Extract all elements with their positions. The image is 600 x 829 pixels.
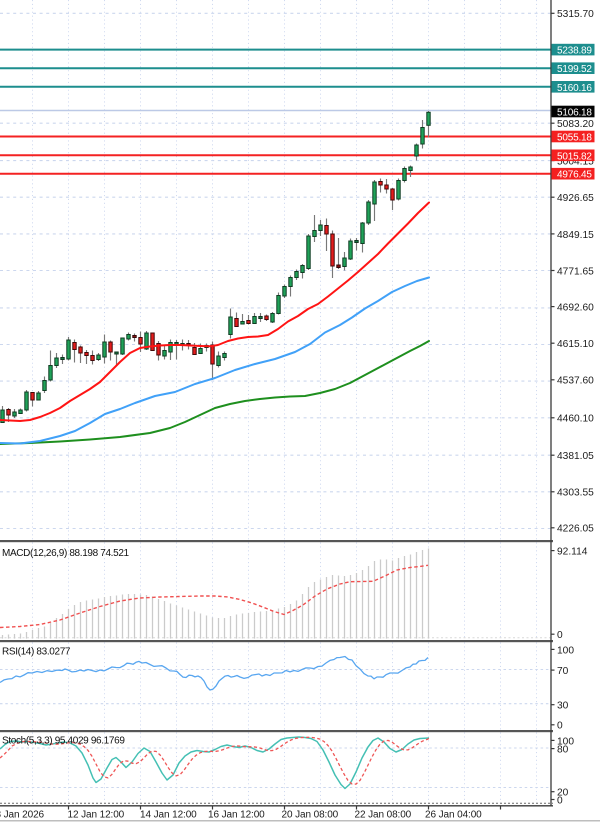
svg-text:4537.60: 4537.60 — [557, 376, 594, 387]
svg-text:4615.10: 4615.10 — [557, 339, 594, 350]
svg-text:5106.18: 5106.18 — [557, 108, 592, 119]
svg-text:20 Jan 08:00: 20 Jan 08:00 — [282, 810, 339, 821]
svg-text:4849.15: 4849.15 — [557, 230, 594, 241]
svg-text:22 Jan 08:00: 22 Jan 08:00 — [355, 810, 412, 821]
svg-text:4926.65: 4926.65 — [557, 193, 594, 204]
svg-text:4381.05: 4381.05 — [557, 451, 594, 462]
svg-text:92.114: 92.114 — [557, 547, 588, 558]
svg-text:5315.70: 5315.70 — [557, 9, 594, 20]
svg-text:0: 0 — [557, 721, 563, 732]
svg-text:MACD(12,26,9) 88.198 74.521: MACD(12,26,9) 88.198 74.521 — [2, 548, 130, 559]
svg-text:Stoch(5,3,3) 95.4029 96.1769: Stoch(5,3,3) 95.4029 96.1769 — [2, 736, 125, 747]
svg-text:0: 0 — [557, 630, 563, 641]
svg-text:5199.52: 5199.52 — [557, 64, 592, 75]
svg-text:0: 0 — [557, 795, 563, 806]
svg-text:8 Jan 2026: 8 Jan 2026 — [0, 810, 45, 821]
svg-text:5238.89: 5238.89 — [557, 46, 592, 57]
svg-text:RSI(14) 83.0277: RSI(14) 83.0277 — [2, 647, 71, 658]
svg-text:14 Jan 12:00: 14 Jan 12:00 — [140, 810, 197, 821]
svg-text:5004.15: 5004.15 — [557, 157, 594, 168]
svg-text:5015.82: 5015.82 — [557, 151, 592, 162]
svg-text:5055.18: 5055.18 — [557, 133, 592, 144]
svg-text:4303.55: 4303.55 — [557, 488, 594, 499]
svg-text:4692.60: 4692.60 — [557, 303, 594, 314]
svg-text:70: 70 — [557, 666, 569, 677]
svg-text:20: 20 — [557, 788, 569, 799]
svg-text:80: 80 — [557, 745, 569, 756]
svg-text:4771.65: 4771.65 — [557, 266, 594, 277]
svg-text:16 Jan 12:00: 16 Jan 12:00 — [208, 810, 265, 821]
svg-text:4460.10: 4460.10 — [557, 414, 594, 425]
svg-text:26 Jan 04:00: 26 Jan 04:00 — [425, 810, 482, 821]
svg-text:4976.45: 4976.45 — [557, 170, 592, 181]
svg-text:12 Jan 12:00: 12 Jan 12:00 — [68, 810, 125, 821]
svg-text:5160.16: 5160.16 — [557, 83, 592, 94]
svg-text:100: 100 — [557, 645, 574, 656]
svg-text:5083.20: 5083.20 — [557, 119, 594, 130]
svg-text:4226.05: 4226.05 — [557, 524, 594, 535]
svg-text:100: 100 — [557, 736, 574, 747]
svg-text:30: 30 — [557, 701, 569, 712]
